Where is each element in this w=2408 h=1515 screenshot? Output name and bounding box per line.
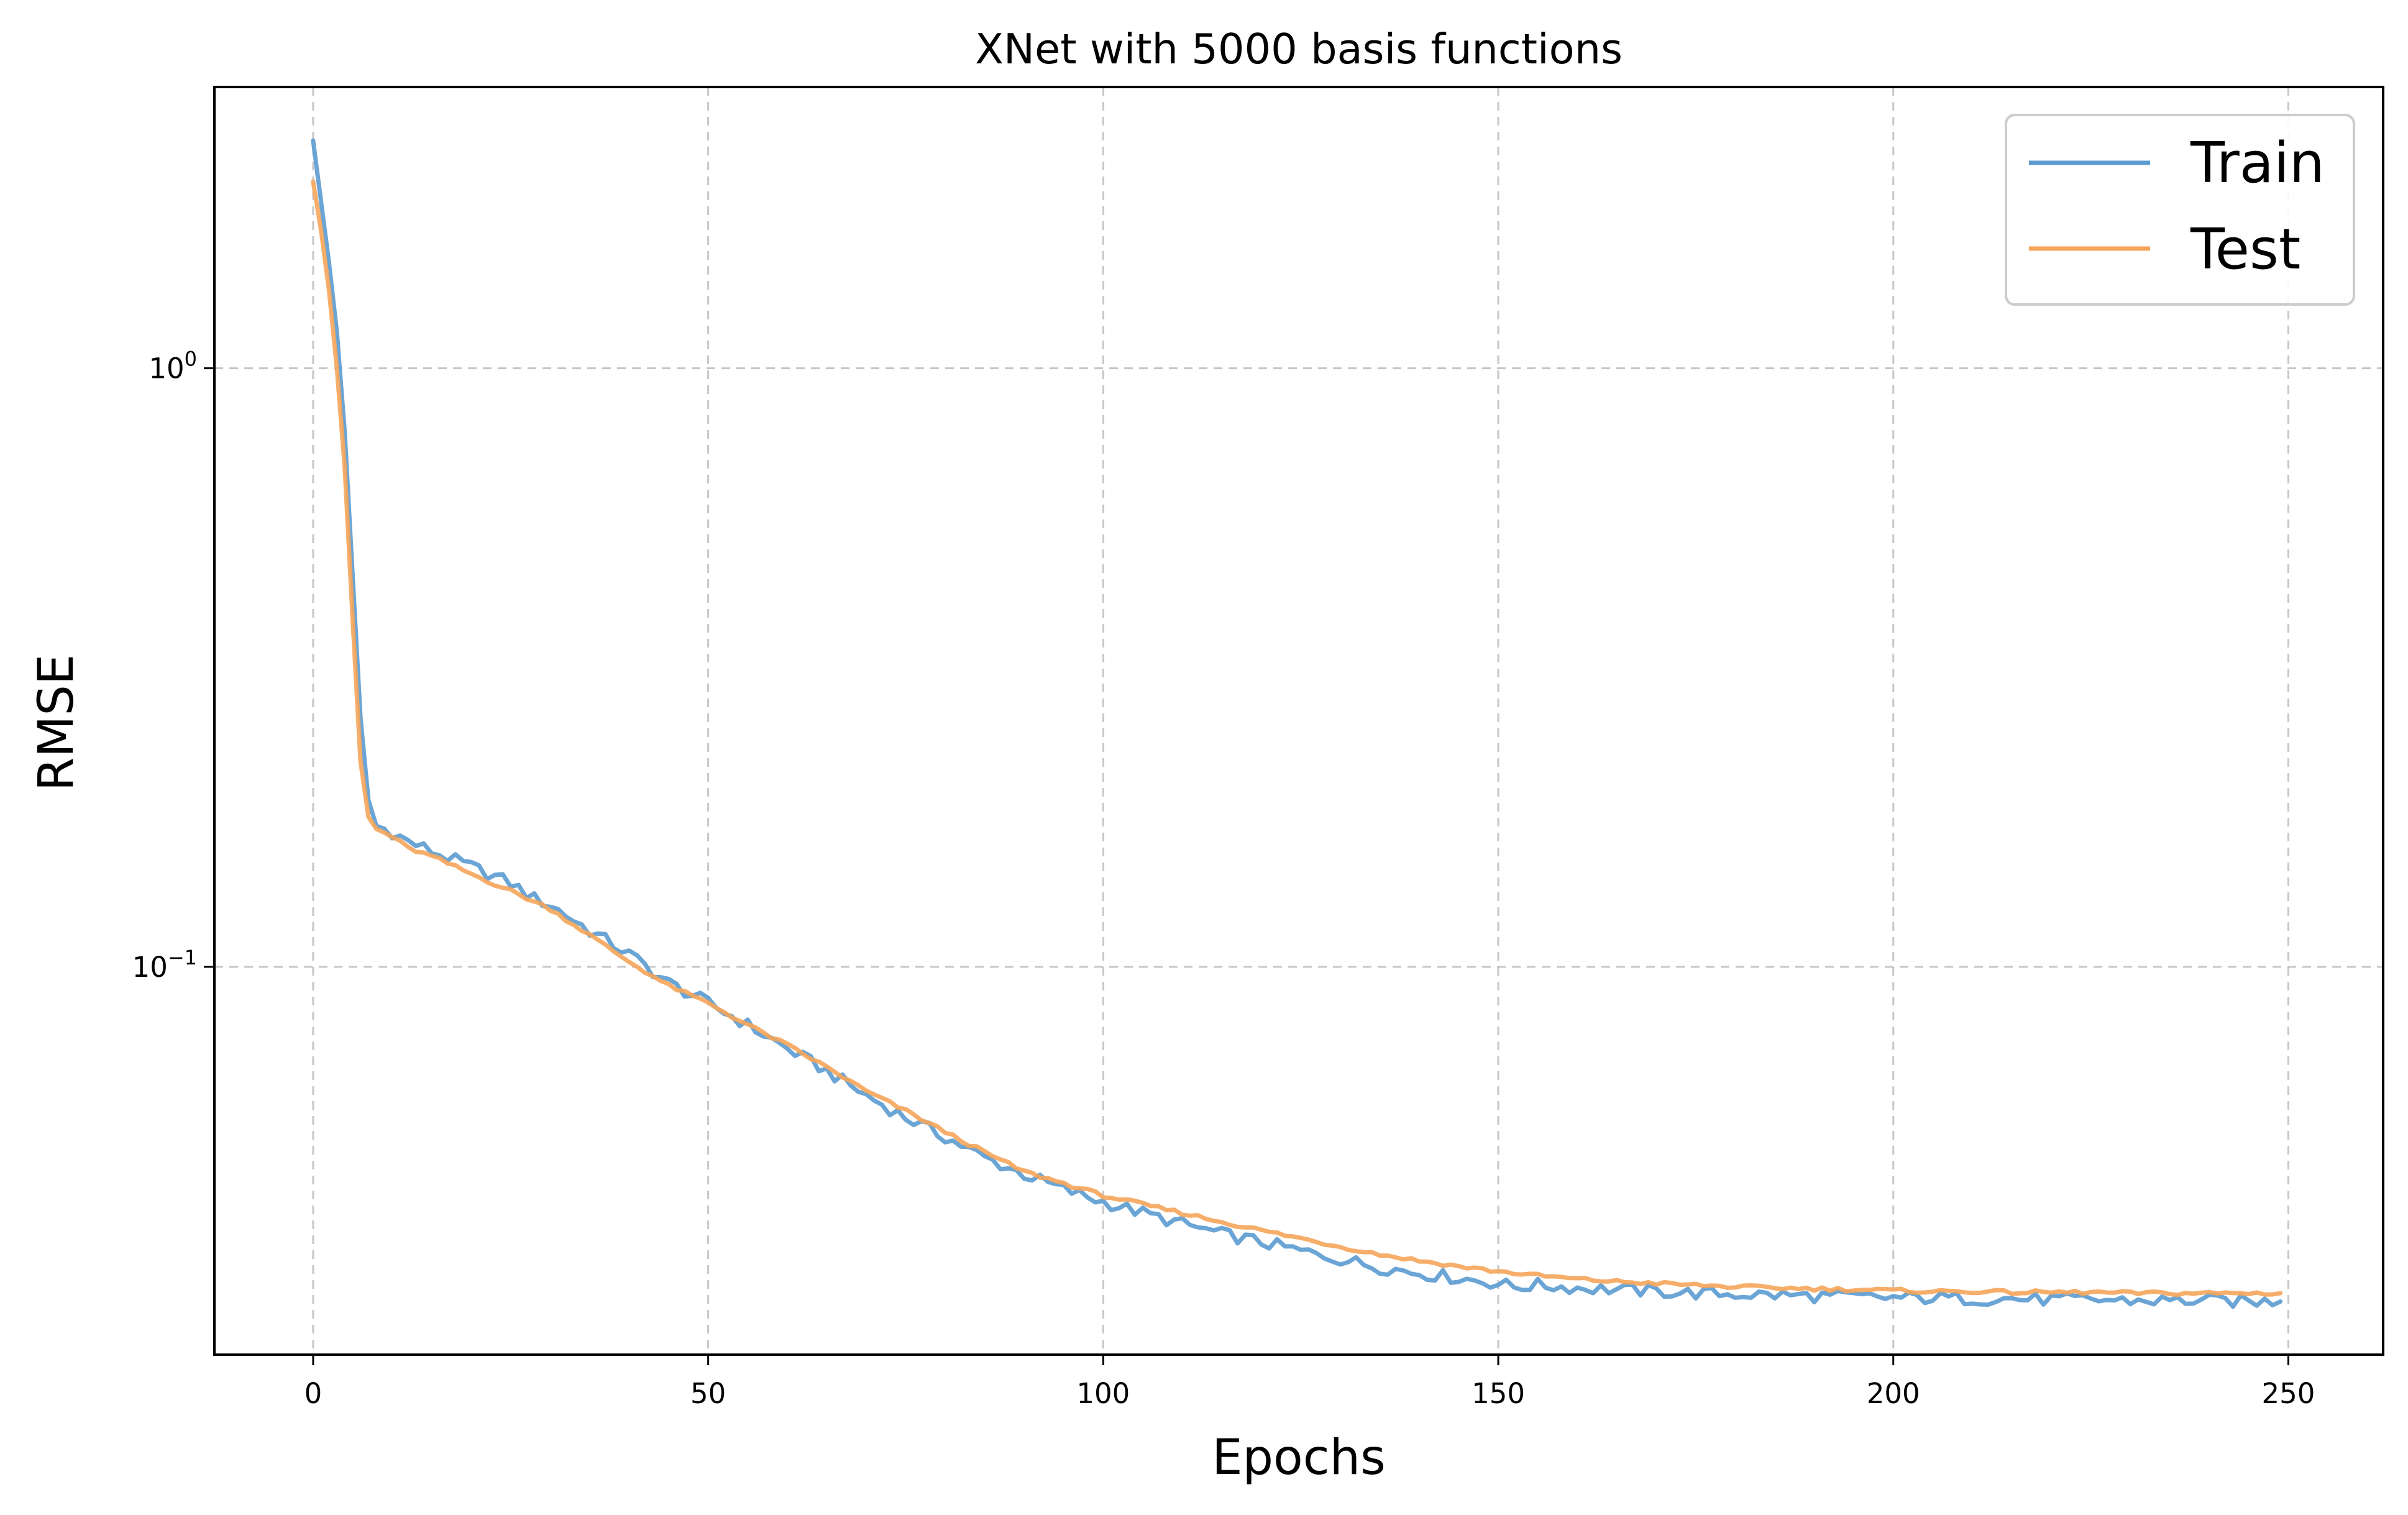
- legend-label-test: Test: [2190, 217, 2300, 282]
- x-axis-label: Epochs: [1212, 1430, 1385, 1486]
- y-axis-ticks: 100 10−1: [132, 347, 214, 984]
- plot-frame: [213, 86, 2384, 1356]
- y-axis-label: RMSE: [29, 654, 85, 791]
- series-line-test: [311, 179, 2283, 1298]
- series-lines: [311, 138, 2283, 1309]
- x-tick-label: 50: [690, 1377, 726, 1410]
- series-line-train: [311, 138, 2283, 1309]
- y-tick-label: 100: [149, 347, 197, 385]
- legend-label-train: Train: [2190, 130, 2325, 196]
- x-tick-label: 0: [304, 1377, 323, 1410]
- y-tick-label: 10−1: [132, 946, 197, 984]
- x-tick-label: 200: [1867, 1377, 1920, 1410]
- chart-title: XNet with 5000 basis functions: [975, 25, 1623, 73]
- x-tick-label: 250: [2261, 1377, 2315, 1410]
- x-tick-label: 150: [1472, 1377, 1525, 1410]
- x-tick-label: 100: [1076, 1377, 1130, 1410]
- x-axis-ticks: 0 50 100 150 200 250: [304, 1355, 2315, 1410]
- legend: Train Test: [2005, 114, 2355, 306]
